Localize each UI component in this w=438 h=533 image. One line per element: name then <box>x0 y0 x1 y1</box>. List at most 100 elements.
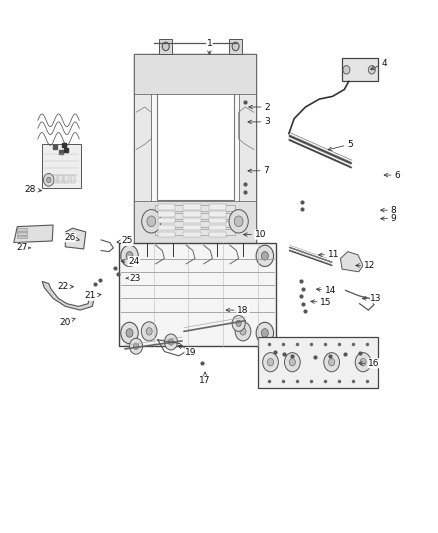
Polygon shape <box>65 228 86 249</box>
Circle shape <box>324 353 339 372</box>
Bar <box>119 243 276 346</box>
Text: 10: 10 <box>244 230 266 239</box>
Bar <box>183 232 201 237</box>
Circle shape <box>236 320 241 327</box>
Bar <box>183 211 201 216</box>
Circle shape <box>261 329 268 337</box>
Circle shape <box>146 328 152 335</box>
Circle shape <box>368 66 375 74</box>
Bar <box>229 39 242 54</box>
Text: 8: 8 <box>381 206 396 215</box>
Bar <box>158 218 175 223</box>
Bar <box>134 201 256 243</box>
Text: 7: 7 <box>248 166 269 175</box>
Bar <box>159 39 172 54</box>
Text: 25: 25 <box>117 237 133 246</box>
Text: 22: 22 <box>57 282 74 291</box>
Text: 13: 13 <box>362 294 382 303</box>
Bar <box>17 228 27 231</box>
Text: 19: 19 <box>178 345 196 357</box>
Bar <box>134 54 151 243</box>
Polygon shape <box>42 281 95 310</box>
Text: 17: 17 <box>199 372 211 385</box>
Bar <box>155 213 235 219</box>
Polygon shape <box>340 252 363 272</box>
Circle shape <box>162 42 169 51</box>
Text: 5: 5 <box>328 140 353 151</box>
Bar <box>208 232 226 237</box>
Circle shape <box>360 359 366 366</box>
Circle shape <box>355 353 371 372</box>
Bar <box>158 232 175 237</box>
Bar <box>239 54 256 243</box>
Text: 18: 18 <box>226 305 249 314</box>
Bar <box>183 225 201 230</box>
Bar <box>155 221 235 227</box>
Circle shape <box>126 252 133 260</box>
Circle shape <box>229 209 248 233</box>
Circle shape <box>256 322 274 344</box>
Circle shape <box>147 216 155 227</box>
Bar <box>158 225 175 230</box>
Bar <box>58 174 63 182</box>
Bar <box>156 86 234 200</box>
Bar <box>17 232 27 235</box>
Text: 12: 12 <box>356 261 375 270</box>
Circle shape <box>240 328 246 335</box>
Text: 9: 9 <box>381 214 396 223</box>
Bar <box>158 204 175 209</box>
Text: 23: 23 <box>126 273 141 282</box>
Text: 24: 24 <box>121 257 139 265</box>
Text: 14: 14 <box>317 286 336 295</box>
Bar <box>17 236 27 238</box>
Circle shape <box>232 42 239 51</box>
Bar <box>208 225 226 230</box>
Circle shape <box>43 173 54 186</box>
Text: 26: 26 <box>64 233 79 242</box>
Bar <box>208 218 226 223</box>
Text: 2: 2 <box>249 102 270 111</box>
Bar <box>342 58 378 82</box>
Bar <box>155 229 235 235</box>
Text: 6: 6 <box>384 171 400 180</box>
Bar <box>42 144 81 188</box>
Circle shape <box>285 353 300 372</box>
Bar <box>158 211 175 216</box>
Circle shape <box>235 322 251 341</box>
Circle shape <box>141 322 157 341</box>
Circle shape <box>168 339 173 345</box>
Text: 11: 11 <box>319 251 339 260</box>
Circle shape <box>121 245 138 266</box>
Text: 3: 3 <box>248 117 270 126</box>
Bar <box>258 337 378 387</box>
Circle shape <box>263 353 279 372</box>
Circle shape <box>130 338 143 354</box>
Bar <box>71 174 75 182</box>
Bar <box>134 54 256 243</box>
Bar <box>52 174 57 182</box>
Circle shape <box>261 252 268 260</box>
Text: 28: 28 <box>25 185 42 194</box>
Text: 20: 20 <box>60 318 75 327</box>
Text: 21: 21 <box>85 291 101 300</box>
Bar <box>64 174 69 182</box>
Circle shape <box>142 209 161 233</box>
Text: 1: 1 <box>207 39 212 54</box>
Text: 27: 27 <box>16 244 31 253</box>
Bar <box>208 211 226 216</box>
Bar <box>183 218 201 223</box>
Circle shape <box>343 66 350 74</box>
Circle shape <box>46 177 51 182</box>
Circle shape <box>126 329 133 337</box>
Bar <box>183 204 201 209</box>
Bar <box>155 205 235 211</box>
Circle shape <box>289 359 295 366</box>
Circle shape <box>328 359 335 366</box>
Bar <box>208 204 226 209</box>
Circle shape <box>121 322 138 344</box>
Circle shape <box>134 343 139 350</box>
Circle shape <box>164 334 177 350</box>
Polygon shape <box>14 225 53 243</box>
Text: 16: 16 <box>359 359 380 368</box>
Circle shape <box>268 359 274 366</box>
